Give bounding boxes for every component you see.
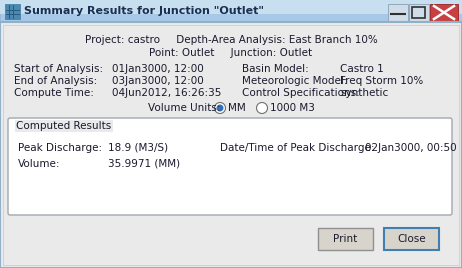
FancyBboxPatch shape bbox=[318, 228, 373, 250]
Text: Start of Analysis:: Start of Analysis: bbox=[14, 64, 103, 74]
FancyBboxPatch shape bbox=[0, 22, 462, 268]
Text: Point: Outlet     Junction: Outlet: Point: Outlet Junction: Outlet bbox=[149, 48, 313, 58]
Text: Meteorologic Model:: Meteorologic Model: bbox=[242, 76, 347, 86]
Text: Project: castro     Depth-Area Analysis: East Branch 10%: Project: castro Depth-Area Analysis: Eas… bbox=[85, 35, 377, 45]
Text: 02Jan3000, 00:50: 02Jan3000, 00:50 bbox=[365, 143, 456, 153]
Text: 1000 M3: 1000 M3 bbox=[270, 103, 315, 113]
Text: Summary Results for Junction "Outlet": Summary Results for Junction "Outlet" bbox=[24, 6, 264, 16]
FancyBboxPatch shape bbox=[384, 228, 439, 250]
FancyBboxPatch shape bbox=[3, 25, 459, 265]
Text: 18.9 (M3/S): 18.9 (M3/S) bbox=[108, 143, 168, 153]
Text: Print: Print bbox=[334, 234, 358, 244]
Text: Compute Time:: Compute Time: bbox=[14, 88, 100, 98]
Circle shape bbox=[214, 102, 225, 114]
FancyBboxPatch shape bbox=[388, 4, 408, 21]
Text: Freq Storm 10%: Freq Storm 10% bbox=[340, 76, 423, 86]
Text: synthetic: synthetic bbox=[340, 88, 388, 98]
Text: Volume Units:: Volume Units: bbox=[148, 103, 220, 113]
Text: 35.9971 (MM): 35.9971 (MM) bbox=[108, 159, 180, 169]
Text: MM: MM bbox=[228, 103, 246, 113]
FancyBboxPatch shape bbox=[5, 4, 20, 19]
Text: Basin Model:: Basin Model: bbox=[242, 64, 309, 74]
FancyBboxPatch shape bbox=[0, 0, 462, 22]
FancyBboxPatch shape bbox=[409, 4, 429, 21]
FancyBboxPatch shape bbox=[0, 0, 462, 14]
Text: Computed Results: Computed Results bbox=[16, 121, 111, 131]
Text: Castro 1: Castro 1 bbox=[340, 64, 384, 74]
Text: Peak Discharge:: Peak Discharge: bbox=[18, 143, 102, 153]
Text: 03Jan3000, 12:00: 03Jan3000, 12:00 bbox=[112, 76, 204, 86]
Text: Volume:: Volume: bbox=[18, 159, 61, 169]
Circle shape bbox=[217, 105, 224, 111]
Circle shape bbox=[256, 102, 267, 114]
Text: 01Jan3000, 12:00: 01Jan3000, 12:00 bbox=[112, 64, 204, 74]
Text: End of Analysis:: End of Analysis: bbox=[14, 76, 101, 86]
Text: Control Specifications:: Control Specifications: bbox=[242, 88, 360, 98]
Text: Date/Time of Peak Discharge:: Date/Time of Peak Discharge: bbox=[220, 143, 375, 153]
Text: 04Jun2012, 16:26:35: 04Jun2012, 16:26:35 bbox=[112, 88, 221, 98]
FancyBboxPatch shape bbox=[8, 118, 452, 215]
FancyBboxPatch shape bbox=[430, 4, 458, 21]
Text: Close: Close bbox=[397, 234, 426, 244]
